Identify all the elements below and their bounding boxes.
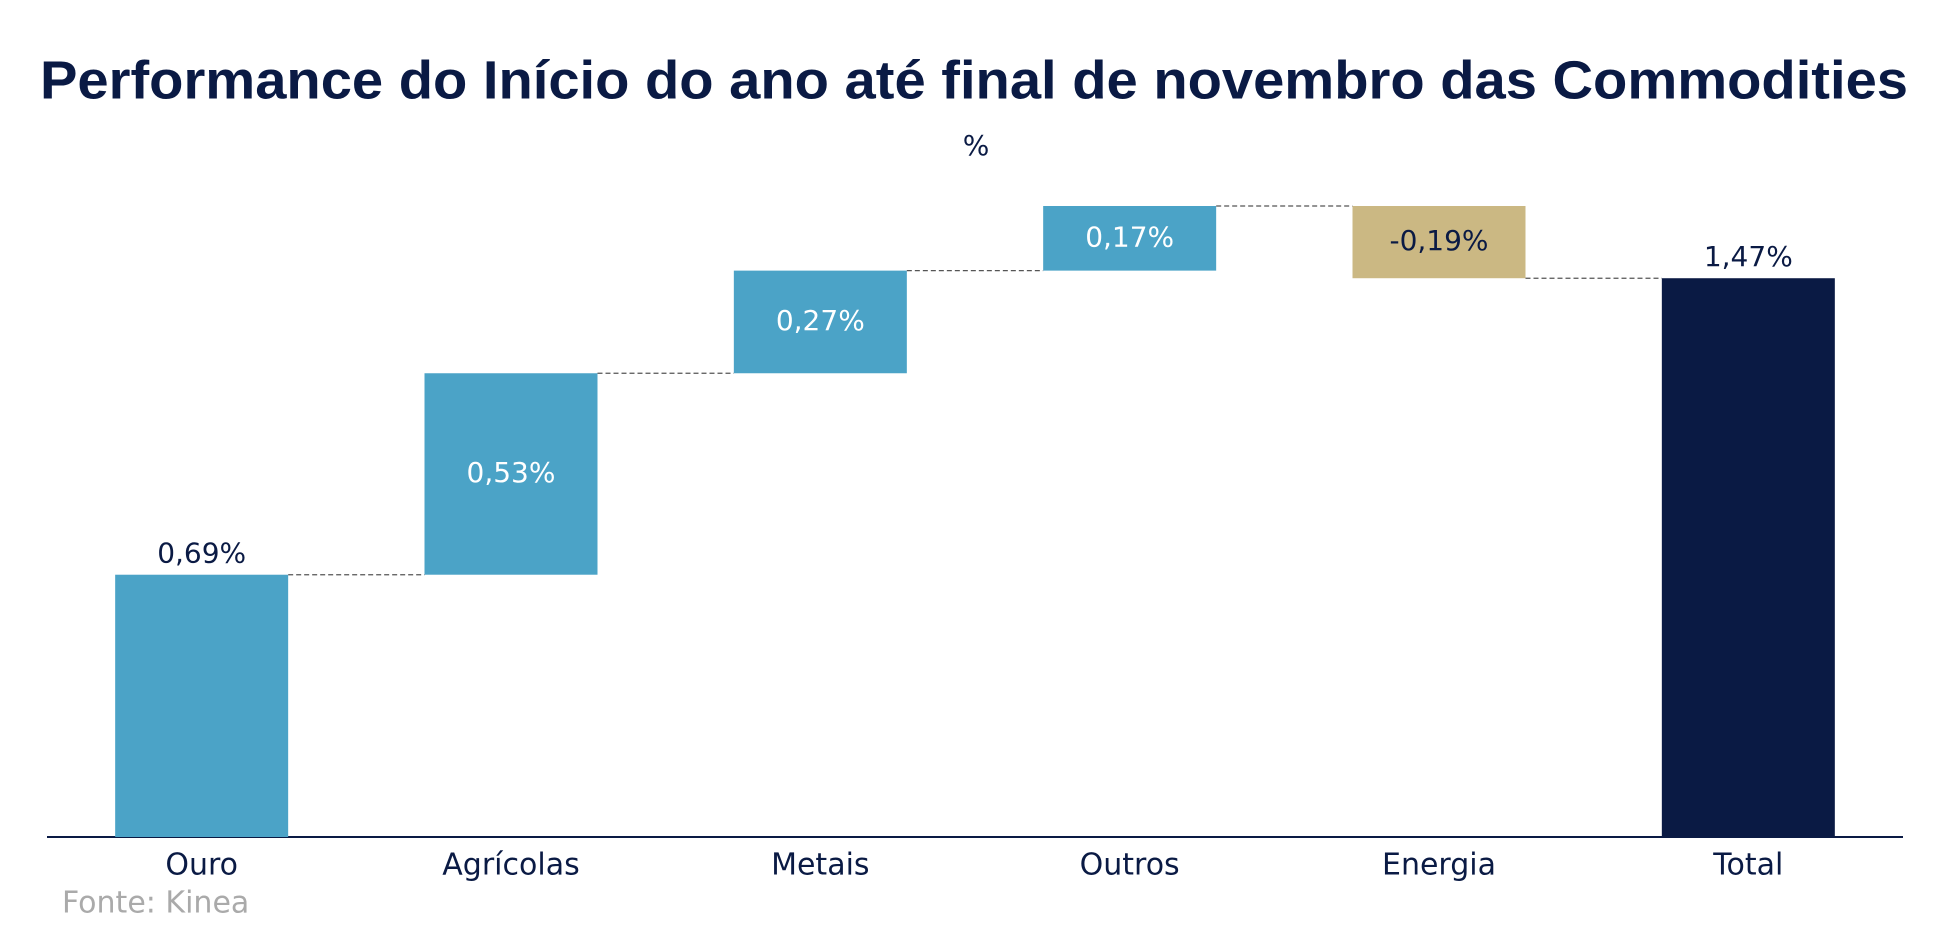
- x-tick-label: Ouro: [165, 848, 238, 883]
- x-tick-label: Outros: [1080, 848, 1180, 883]
- bar: [733, 270, 907, 374]
- bar: [115, 574, 289, 837]
- x-tick-label: Metais: [771, 848, 869, 883]
- x-tick-label: Total: [1712, 848, 1783, 883]
- bar: [1661, 278, 1835, 837]
- x-tick-label: Agrícolas: [442, 848, 579, 883]
- value-label: 0,53%: [467, 456, 556, 489]
- value-label: 0,69%: [157, 537, 246, 570]
- chart-subtitle: %: [963, 129, 990, 162]
- value-label: 1,47%: [1704, 240, 1793, 273]
- value-label: 0,27%: [776, 304, 865, 337]
- x-tick-label: Energia: [1382, 848, 1496, 883]
- source: Fonte: Kinea: [62, 886, 249, 921]
- bar: [424, 373, 598, 575]
- bar: [1352, 206, 1526, 279]
- chart-title: Performance do Início do ano até final d…: [40, 50, 1908, 110]
- value-label: 0,17%: [1085, 220, 1174, 253]
- bar: [1043, 206, 1217, 271]
- value-label: -0,19%: [1389, 224, 1488, 257]
